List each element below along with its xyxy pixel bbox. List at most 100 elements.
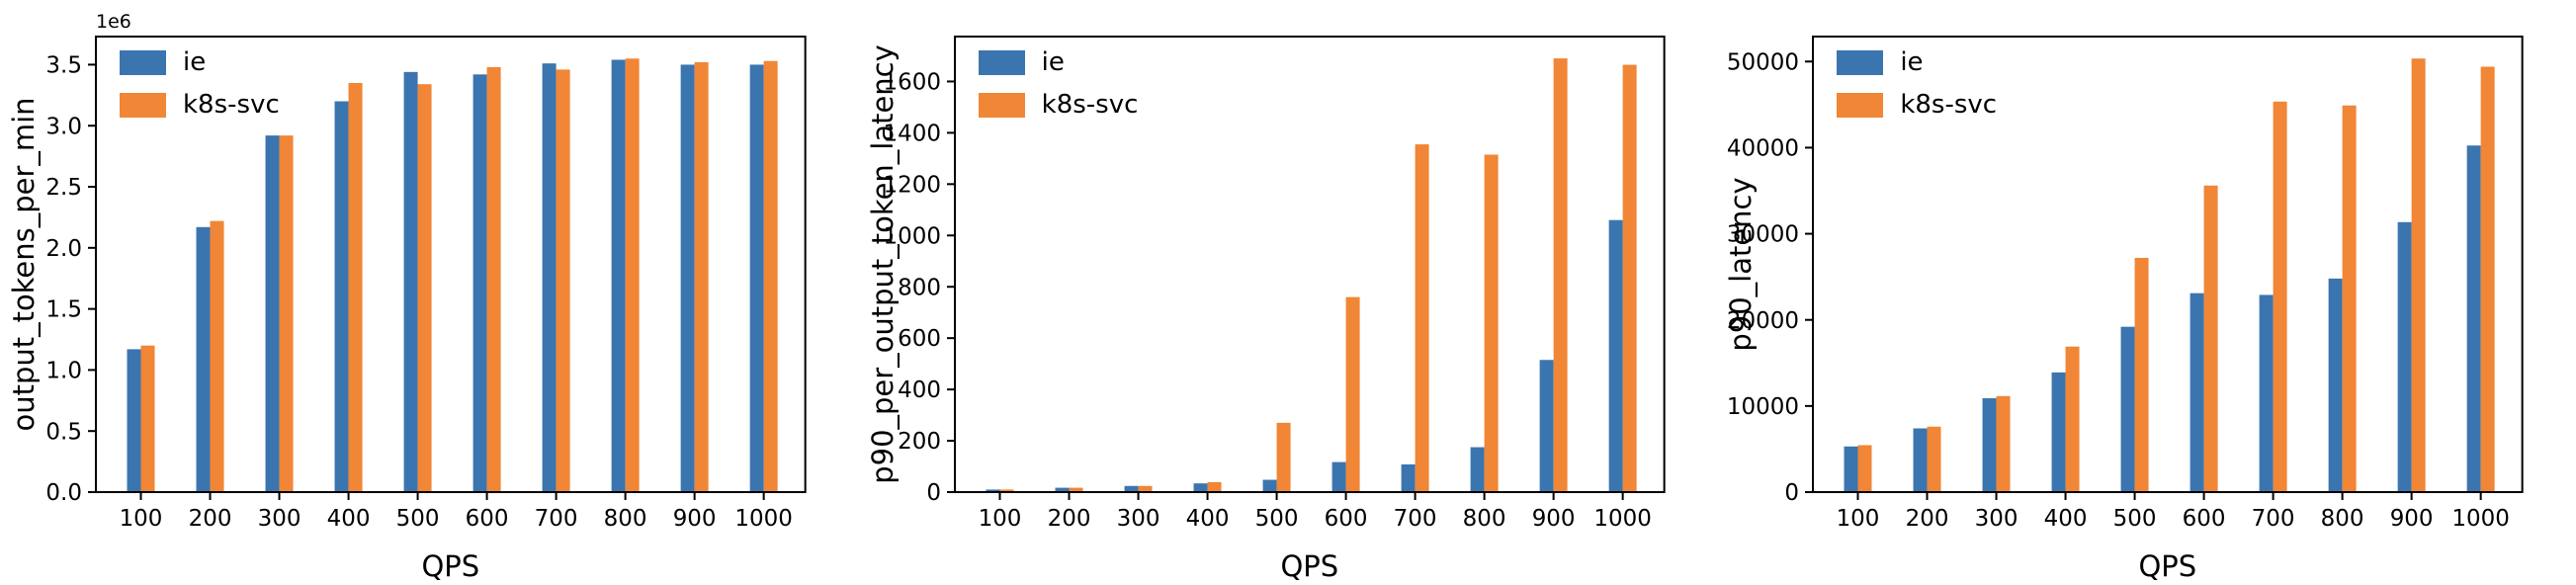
bar-ie-700 bbox=[2259, 294, 2274, 492]
bar-k8s-svc-400 bbox=[2065, 346, 2080, 492]
y-tick-label: 1000 bbox=[883, 223, 941, 249]
bar-ie-600 bbox=[1331, 461, 1346, 492]
legend-swatch-ie bbox=[978, 49, 1025, 75]
bar-k8s-svc-600 bbox=[2203, 185, 2218, 492]
bar-k8s-svc-200 bbox=[1069, 487, 1083, 492]
y-tick-label: 800 bbox=[898, 275, 941, 300]
x-tick-label: 500 bbox=[396, 506, 440, 532]
x-tick-label: 400 bbox=[1185, 506, 1229, 532]
x-tick-label: 500 bbox=[2113, 506, 2157, 532]
x-tick-label: 300 bbox=[1975, 506, 2018, 532]
bar-ie-700 bbox=[1401, 463, 1416, 492]
y-tick-label: 30000 bbox=[1727, 222, 1799, 248]
x-tick-label: 300 bbox=[258, 506, 301, 532]
x-axis-label: QPS bbox=[421, 549, 479, 583]
y-tick-label: 0.5 bbox=[45, 419, 82, 445]
y-axis-label: p90_per_output_token_latency bbox=[866, 44, 900, 484]
legend-item-k8s-svc: k8s-svc bbox=[978, 92, 1138, 118]
x-tick-label: 700 bbox=[535, 506, 578, 532]
y-axis-offset-text: 1e6 bbox=[96, 11, 131, 33]
bar-k8s-svc-200 bbox=[1927, 426, 1941, 492]
x-tick-label: 1000 bbox=[1593, 506, 1652, 532]
x-tick-label: 400 bbox=[2044, 506, 2088, 532]
chart-panel-output-tokens-per-min: 0.0 0.5 1.0 1.5 2.0 2.5 3.0 3.5 100 200 300 400 500 6… bbox=[0, 0, 859, 585]
bar-ie-1000 bbox=[1608, 219, 1623, 492]
x-tick-label: 400 bbox=[327, 506, 371, 532]
legend: ie k8s-svc bbox=[978, 47, 1139, 118]
y-tick-label: 0 bbox=[1785, 480, 1800, 506]
y-axis-label: p90_latency bbox=[1724, 177, 1758, 351]
bar-ie-300 bbox=[265, 135, 280, 492]
legend-label-ie: ie bbox=[183, 47, 207, 77]
bar-ie-400 bbox=[2051, 372, 2066, 492]
bar-k8s-svc-500 bbox=[1276, 422, 1291, 492]
bar-k8s-svc-200 bbox=[210, 220, 224, 492]
bar-k8s-svc-100 bbox=[1857, 445, 1872, 492]
bar-ie-1000 bbox=[749, 64, 764, 492]
legend-swatch-k8s-svc bbox=[978, 92, 1025, 118]
legend-swatch-ie bbox=[1837, 49, 1884, 75]
x-tick-label: 100 bbox=[120, 506, 163, 532]
y-tick-label: 200 bbox=[898, 429, 941, 455]
x-axis-label: QPS bbox=[1280, 549, 1338, 583]
bar-k8s-svc-800 bbox=[2342, 105, 2357, 492]
bar-ie-800 bbox=[2328, 278, 2343, 492]
y-tick-label: 40000 bbox=[1727, 135, 1799, 161]
x-tick-label: 600 bbox=[1324, 506, 1367, 532]
x-tick-label: 600 bbox=[466, 506, 509, 532]
bar-k8s-svc-300 bbox=[1138, 485, 1153, 492]
bar-ie-800 bbox=[611, 59, 626, 492]
x-tick-label: 200 bbox=[1906, 506, 1949, 532]
x-tick-label: 800 bbox=[604, 506, 647, 532]
x-tick-label: 900 bbox=[2390, 506, 2434, 532]
x-axis-label: QPS bbox=[2139, 549, 2197, 583]
bar-k8s-svc-300 bbox=[1996, 395, 2011, 492]
bar-k8s-svc-900 bbox=[1553, 58, 1568, 492]
bar-k8s-svc-700 bbox=[556, 69, 570, 492]
legend-swatch-k8s-svc bbox=[1837, 92, 1884, 118]
y-tick-label: 2.0 bbox=[45, 236, 82, 262]
bar-k8s-svc-500 bbox=[2134, 257, 2149, 492]
bar-k8s-svc-900 bbox=[694, 61, 709, 492]
legend-swatch-ie bbox=[120, 49, 166, 75]
bar-k8s-svc-800 bbox=[1484, 154, 1499, 492]
x-tick-label: 1000 bbox=[734, 506, 793, 532]
legend-label-ie: ie bbox=[1900, 47, 1924, 77]
y-tick-label: 1.5 bbox=[45, 297, 82, 323]
bar-k8s-svc-700 bbox=[1415, 144, 1429, 492]
legend-item-ie: ie bbox=[1837, 49, 1997, 75]
legend-swatch-k8s-svc bbox=[120, 92, 166, 118]
bar-k8s-svc-1000 bbox=[2480, 66, 2495, 492]
y-tick-label: 3.5 bbox=[45, 52, 82, 78]
bar-ie-400 bbox=[1193, 483, 1208, 492]
chart-panel-p90-per-output-token-latency: 0 200 400 600 800 1000 1200 1400 1600 100 200 300 40… bbox=[859, 0, 1718, 585]
bar-ie-700 bbox=[542, 63, 557, 492]
legend-label-k8s-svc: k8s-svc bbox=[1900, 90, 1998, 120]
legend: ie k8s-svc bbox=[120, 49, 280, 118]
bar-k8s-svc-300 bbox=[279, 135, 294, 492]
y-tick-label: 50000 bbox=[1727, 49, 1799, 75]
bar-ie-100 bbox=[1844, 446, 1858, 492]
x-tick-label: 500 bbox=[1254, 506, 1298, 532]
legend-label-ie: ie bbox=[1041, 47, 1065, 77]
legend-item-ie: ie bbox=[978, 47, 1139, 77]
bar-ie-400 bbox=[334, 101, 349, 492]
bar-ie-100 bbox=[986, 489, 1000, 492]
axes-frame bbox=[1812, 36, 2524, 493]
x-tick-label: 100 bbox=[978, 506, 1021, 532]
bar-ie-900 bbox=[2397, 221, 2412, 492]
bar-k8s-svc-100 bbox=[140, 345, 155, 492]
bar-k8s-svc-400 bbox=[348, 82, 363, 492]
y-tick-label: 0 bbox=[926, 480, 941, 506]
y-tick-label: 1200 bbox=[883, 172, 941, 198]
x-tick-label: 700 bbox=[1393, 506, 1436, 532]
y-tick-label: 1600 bbox=[883, 70, 941, 96]
bar-ie-900 bbox=[680, 64, 695, 492]
bar-ie-500 bbox=[1262, 479, 1277, 492]
bar-ie-600 bbox=[472, 74, 487, 492]
bar-ie-100 bbox=[127, 349, 141, 492]
legend-item-k8s-svc: k8s-svc bbox=[1837, 92, 1997, 118]
x-tick-label: 700 bbox=[2252, 506, 2295, 532]
y-tick-label: 1.0 bbox=[45, 358, 82, 383]
bar-ie-300 bbox=[1982, 398, 1997, 492]
